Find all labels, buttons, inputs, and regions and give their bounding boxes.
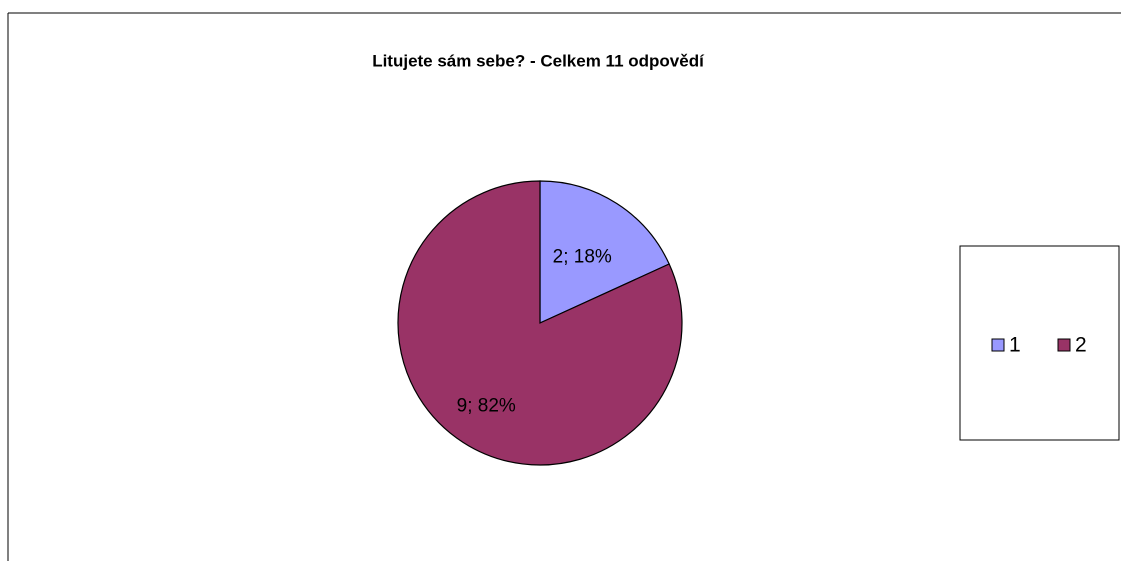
- data-label: 9; 82%: [457, 396, 516, 417]
- pie-slice: [539, 180, 670, 324]
- legend-box: [959, 245, 1120, 441]
- legend-label: 1: [1009, 334, 1021, 357]
- legend-swatch: [991, 338, 1005, 352]
- pie-slice: [397, 180, 683, 466]
- data-label: 2; 18%: [553, 246, 612, 267]
- legend-swatch: [1057, 338, 1071, 352]
- chart-title: Litujete sám sebe? - Celkem 11 odpovědí: [372, 51, 705, 70]
- legend-label: 2: [1075, 334, 1087, 357]
